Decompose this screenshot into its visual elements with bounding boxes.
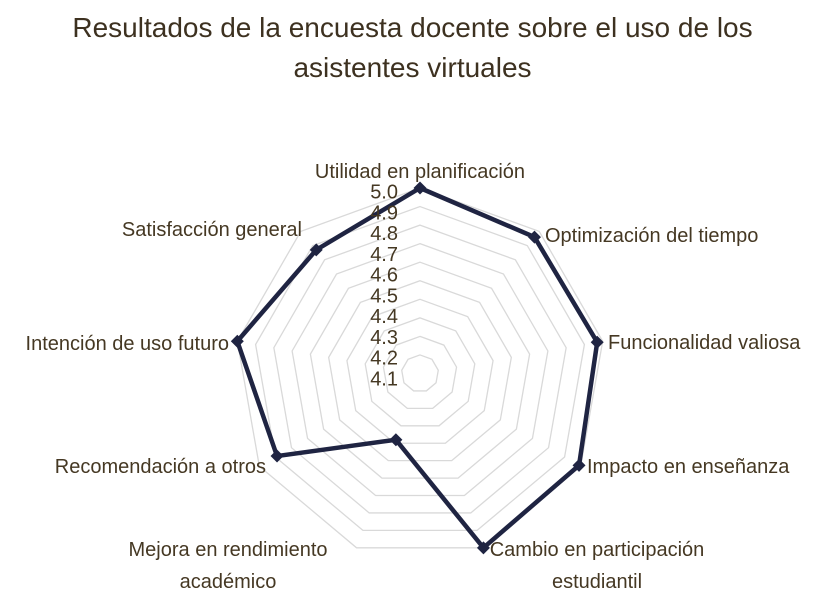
category-label: Optimización del tiempo — [545, 225, 758, 247]
axis-tick-label: 4.2 — [370, 348, 398, 370]
data-series-line — [234, 185, 600, 552]
data-point-marker — [230, 334, 244, 348]
grid-ring — [401, 354, 439, 392]
data-point-marker — [476, 541, 490, 555]
category-label: Satisfacción general — [122, 219, 302, 241]
grid-ring — [346, 298, 494, 444]
grid-ring — [273, 224, 567, 514]
axis-tick-label: 4.1 — [370, 369, 398, 391]
category-label: Utilidad en planificación — [315, 161, 525, 183]
grid-ring — [309, 261, 531, 479]
axis-tick-label: 4.4 — [370, 306, 398, 328]
grid-ring — [236, 187, 604, 549]
axis-tick-label: 4.9 — [370, 202, 398, 224]
axis-tick-label: 4.8 — [370, 223, 398, 245]
axis-tick-label: 5.0 — [370, 182, 398, 204]
category-label: Cambio en participación — [490, 539, 705, 561]
category-label: Impacto en enseñanza — [587, 456, 790, 478]
data-point-marker — [527, 230, 541, 244]
data-point-marker — [413, 181, 427, 195]
category-label: Mejora en rendimiento — [129, 539, 328, 561]
data-point-marker — [590, 335, 604, 349]
data-point-marker — [309, 243, 323, 257]
category-label: estudiantil — [552, 571, 642, 593]
data-point-marker — [572, 458, 586, 472]
axis-tick-label: 4.3 — [370, 327, 398, 349]
axis-tick-label: 4.5 — [370, 285, 398, 307]
category-label: Intención de uso futuro — [26, 333, 229, 355]
grid-ring — [327, 280, 513, 462]
grid-ring — [382, 335, 458, 410]
data-point-marker — [270, 449, 284, 463]
grid-ring — [291, 242, 549, 497]
grid-ring — [364, 317, 476, 427]
chart-title: Resultados de la encuesta docente sobre … — [72, 12, 753, 83]
grid-ring — [254, 205, 586, 532]
category-label: Recomendación a otros — [55, 456, 266, 478]
category-label: Funcionalidad valiosa — [608, 332, 801, 354]
category-label: académico — [180, 571, 277, 593]
axis-tick-label: 4.7 — [370, 244, 398, 266]
data-point-marker — [389, 433, 403, 447]
axis-tick-label: 4.6 — [370, 265, 398, 287]
